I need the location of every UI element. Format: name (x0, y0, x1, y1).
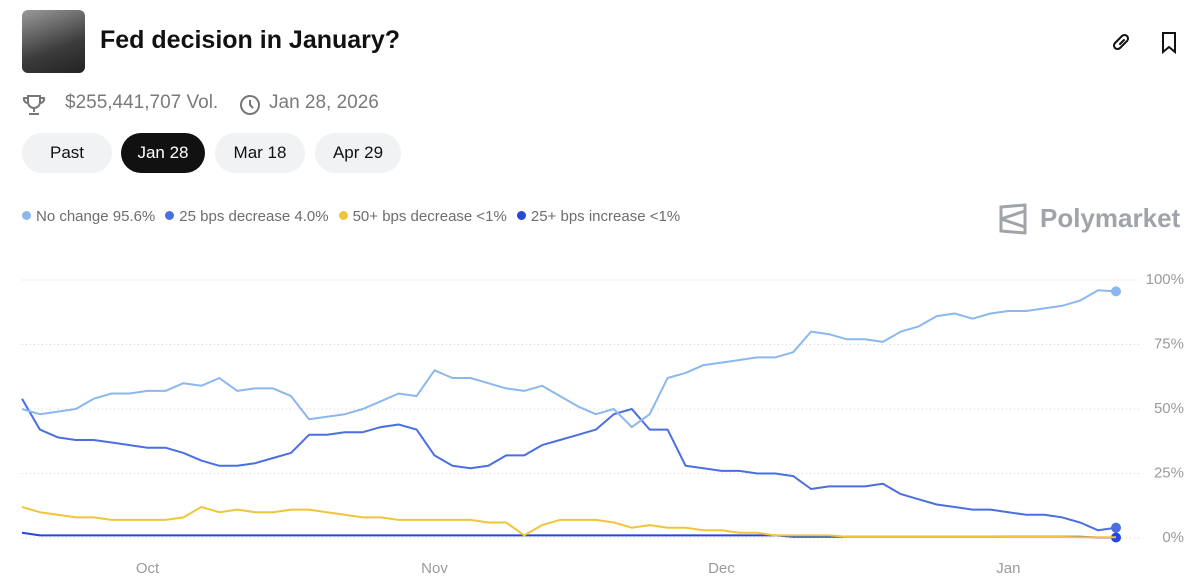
end-date: Jan 28, 2026 (269, 92, 379, 113)
date-tab[interactable]: Jan 28 (121, 133, 205, 173)
legend-value: 4.0% (294, 208, 329, 225)
y-tick-label: 25% (1154, 464, 1184, 481)
y-tick-label: 0% (1162, 529, 1184, 546)
y-tick-label: 75% (1154, 335, 1184, 352)
legend-entry: No change 95.6% (22, 208, 155, 225)
series-line (21, 289, 1117, 429)
legend-value: 95.6% (112, 208, 156, 225)
x-tick-label: Dec (708, 560, 735, 577)
x-tick-label: Jan (996, 560, 1020, 577)
legend-name: 25 bps decrease (179, 208, 291, 225)
trophy-icon (22, 95, 46, 115)
market-title: Fed decision in January? (100, 26, 401, 54)
legend-entry: 25+ bps increase <1% (516, 208, 681, 225)
legend-name: 25+ bps increase (530, 208, 646, 225)
x-tick-label: Oct (136, 560, 160, 577)
legend-marker (338, 211, 348, 220)
legend-value: <1% (649, 208, 681, 225)
legend-entry: 50+ bps decrease <1% (338, 208, 507, 225)
header-icons[interactable] (1110, 30, 1190, 56)
volume: $255,441,707 Vol. (65, 92, 219, 113)
chart: 0% 25% 50% 75% 100% Oct Nov Dec Jan (21, 271, 1184, 577)
x-tick-label: Nov (421, 560, 448, 577)
legend: No change 95.6% 25 bps decrease 4.0% 50+ b… (22, 208, 690, 225)
series-line (21, 506, 1116, 539)
legend-marker (165, 211, 175, 220)
end-point (1111, 286, 1121, 297)
legend-marker (516, 211, 526, 220)
legend-marker (22, 211, 31, 220)
legend-value: <1% (476, 208, 507, 225)
date-tab[interactable]: Mar 18 (215, 133, 305, 173)
y-tick-label: 50% (1154, 400, 1184, 417)
y-tick-label: 100% (1146, 271, 1184, 288)
market-image (22, 10, 85, 73)
series-line (21, 398, 1117, 532)
legend-name: 50+ bps decrease (352, 208, 473, 225)
clock-icon (240, 95, 260, 115)
date-tab[interactable]: Apr 29 (315, 133, 401, 173)
end-point (1111, 522, 1121, 533)
brand-logo (999, 203, 1027, 235)
legend-entry: 25 bps decrease 4.0% (165, 208, 329, 225)
date-tab[interactable]: Past (22, 133, 112, 173)
legend-name: No change (36, 208, 109, 225)
brand-name: Polymarket (1040, 203, 1181, 233)
